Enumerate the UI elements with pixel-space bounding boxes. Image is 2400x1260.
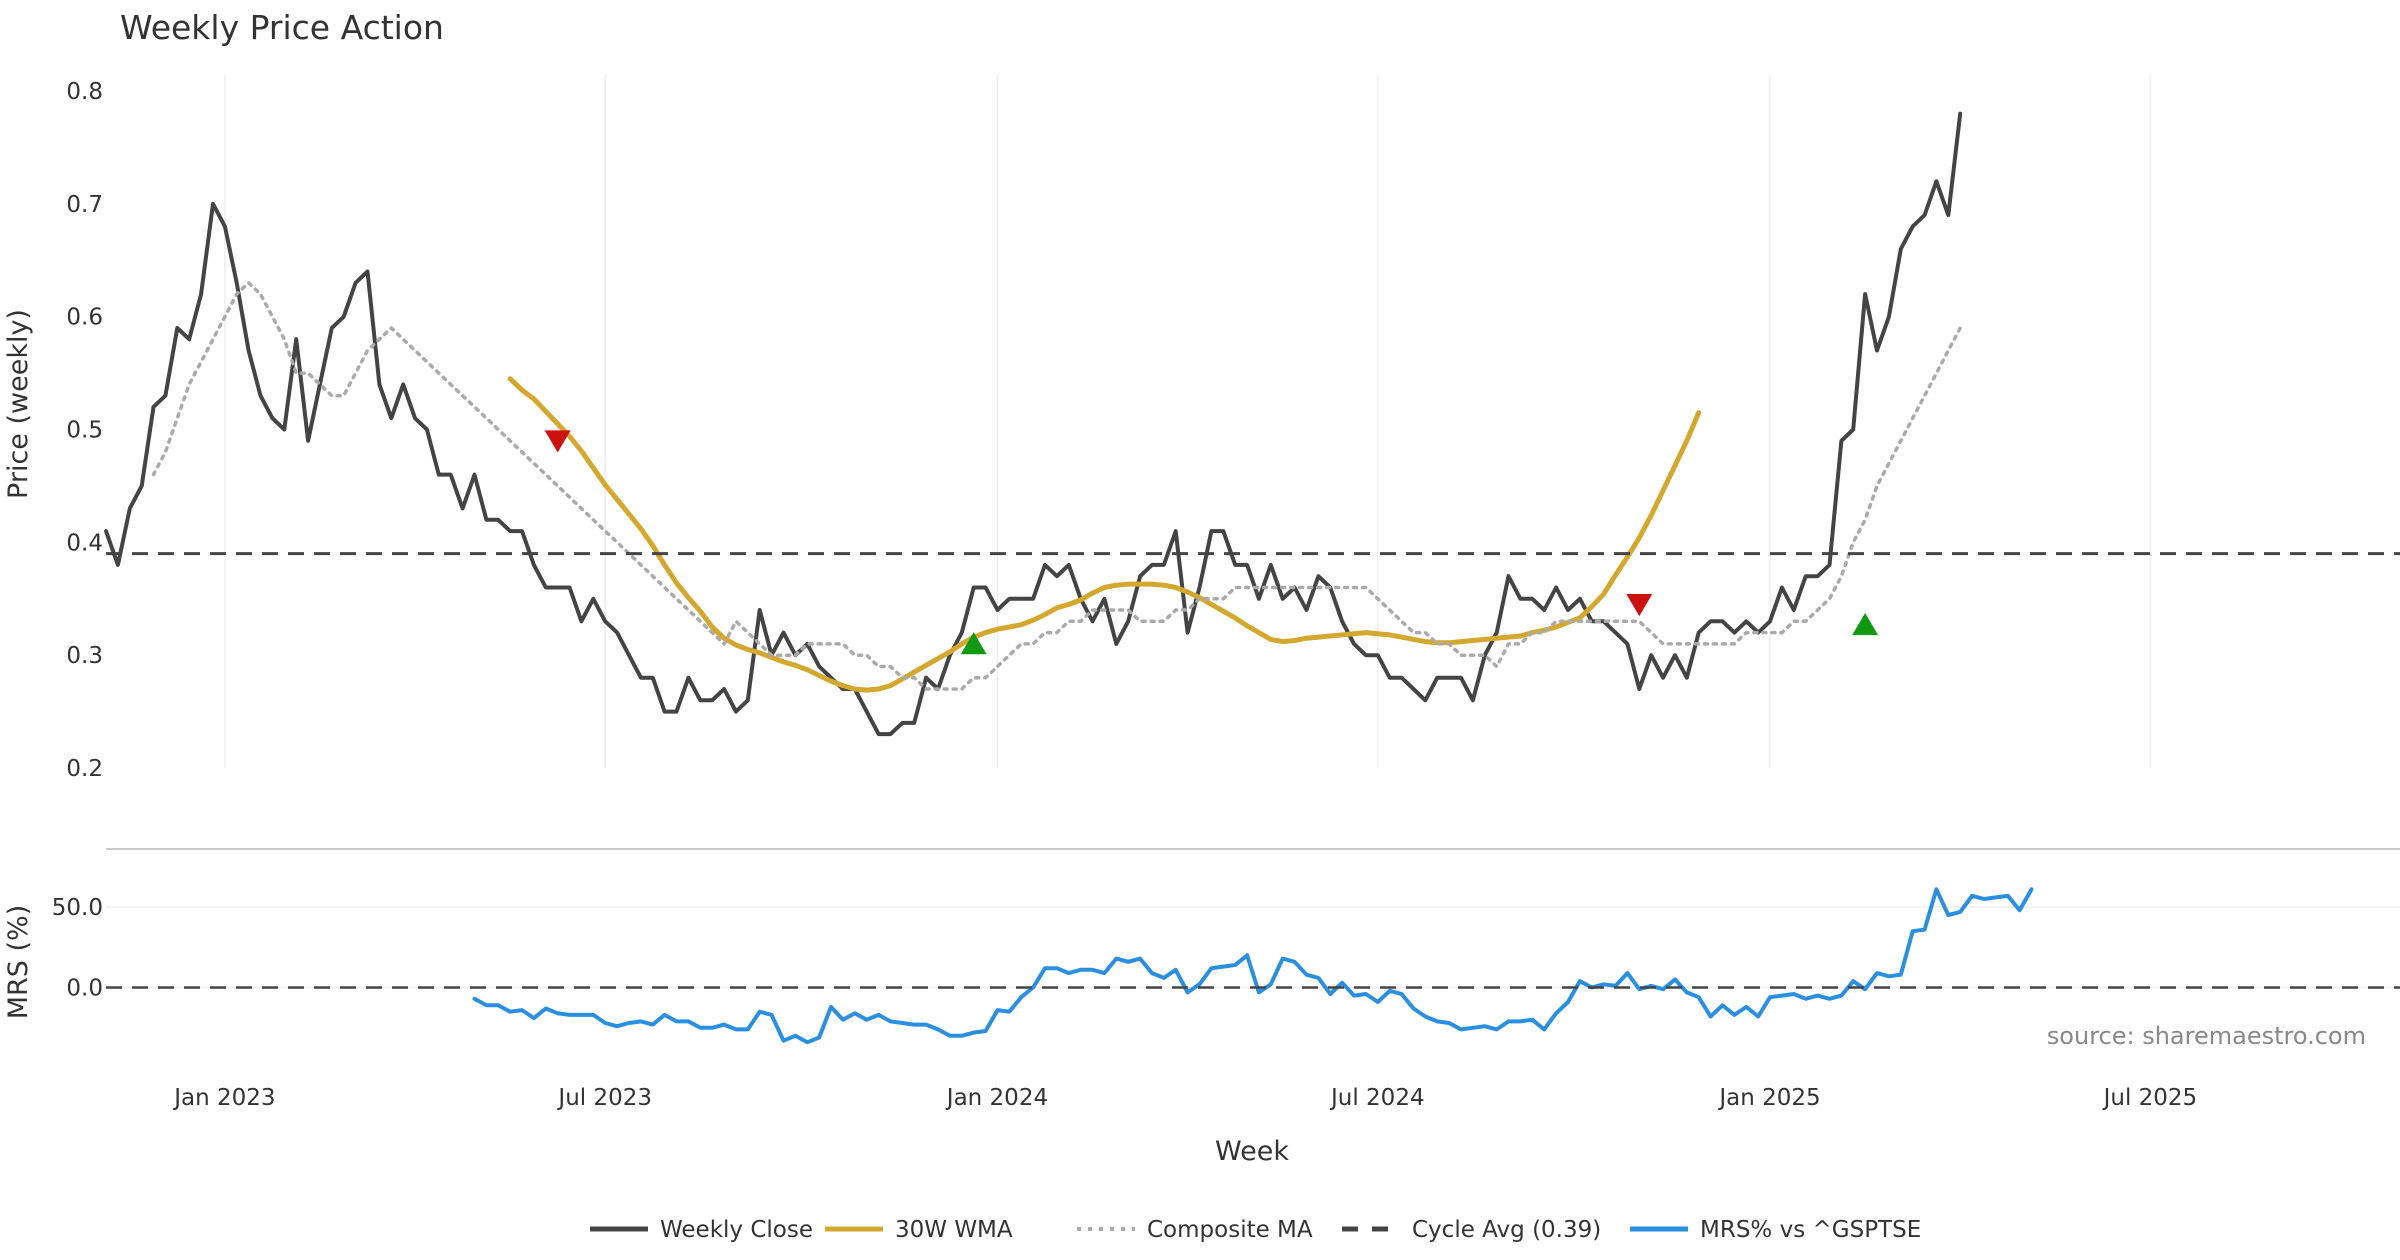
x-tick-2: Jan 2024: [945, 1085, 1048, 1111]
source-note: source: sharemaestro.com: [2047, 1022, 2366, 1050]
price-y-tick-0: 0.2: [66, 756, 103, 782]
x-ticks: Jan 2023 Jul 2023 Jan 2024 Jul 2024 Jan 2025…: [172, 1085, 2197, 1111]
series-composite-ma: [151, 281, 1962, 691]
price-y-tick-1: 0.3: [66, 643, 103, 669]
mrs-panel: 50.0 0.0 MRS (%) source: sharemaestro.com: [3, 887, 2400, 1050]
price-grid: [224, 75, 2152, 768]
price-y-tick-5: 0.7: [66, 192, 103, 218]
legend-label-mrs-vs-gsptse: MRS% vs ^GSPTSE: [1700, 1217, 1921, 1243]
buy-signal-marker-1: [960, 632, 987, 655]
legend-label-weekly-close: Weekly Close: [660, 1217, 813, 1243]
legend-label-cycle-avg-0-39: Cycle Avg (0.39): [1412, 1217, 1601, 1243]
price-panel: 0.2 0.3 0.4 0.5 0.6 0.7 0.8 Price (weekly): [3, 75, 2400, 782]
price-y-tick-4: 0.6: [66, 305, 103, 331]
buy-signal-marker-3: [1852, 613, 1879, 636]
x-tick-3: Jul 2024: [1329, 1085, 1425, 1111]
mrs-y-tick-1: 0.0: [66, 976, 103, 1002]
legend-label-30w-wma: 30W WMA: [895, 1217, 1013, 1243]
legend-label-composite-ma: Composite MA: [1147, 1217, 1313, 1243]
series-weekly-close: [104, 111, 1963, 737]
x-tick-4: Jan 2025: [1717, 1085, 1820, 1111]
series-mrs-vs-gsptse: [472, 887, 2034, 1045]
price-markers: [544, 430, 1879, 655]
price-y-tick-6: 0.8: [66, 79, 103, 105]
chart-title: Weekly Price Action: [120, 8, 444, 47]
sell-signal-marker-2: [1626, 593, 1653, 617]
price-y-ticks: 0.2 0.3 0.4 0.5 0.6 0.7 0.8: [66, 79, 103, 782]
legend: Weekly Close 30W WMA Composite MA Cycle Avg…: [590, 1217, 1921, 1243]
mrs-y-ticks: 50.0 0.0: [52, 895, 103, 1002]
sell-signal-marker-0: [544, 430, 571, 453]
x-tick-5: Jul 2025: [2102, 1085, 2198, 1111]
x-axis-label: Week: [1215, 1136, 1289, 1167]
price-series: [104, 111, 2400, 737]
price-y-label: Price (weekly): [3, 309, 34, 499]
series-30w-wma: [507, 376, 1702, 693]
x-tick-0: Jan 2023: [172, 1085, 275, 1111]
price-y-tick-2: 0.4: [66, 530, 103, 556]
price-y-tick-3: 0.5: [66, 418, 103, 444]
x-tick-1: Jul 2023: [556, 1085, 652, 1111]
mrs-y-tick-0: 50.0: [52, 895, 103, 921]
chart-title-group: Weekly Price Action: [120, 8, 444, 47]
mrs-series: [106, 887, 2400, 1045]
mrs-y-label: MRS (%): [3, 905, 34, 1020]
